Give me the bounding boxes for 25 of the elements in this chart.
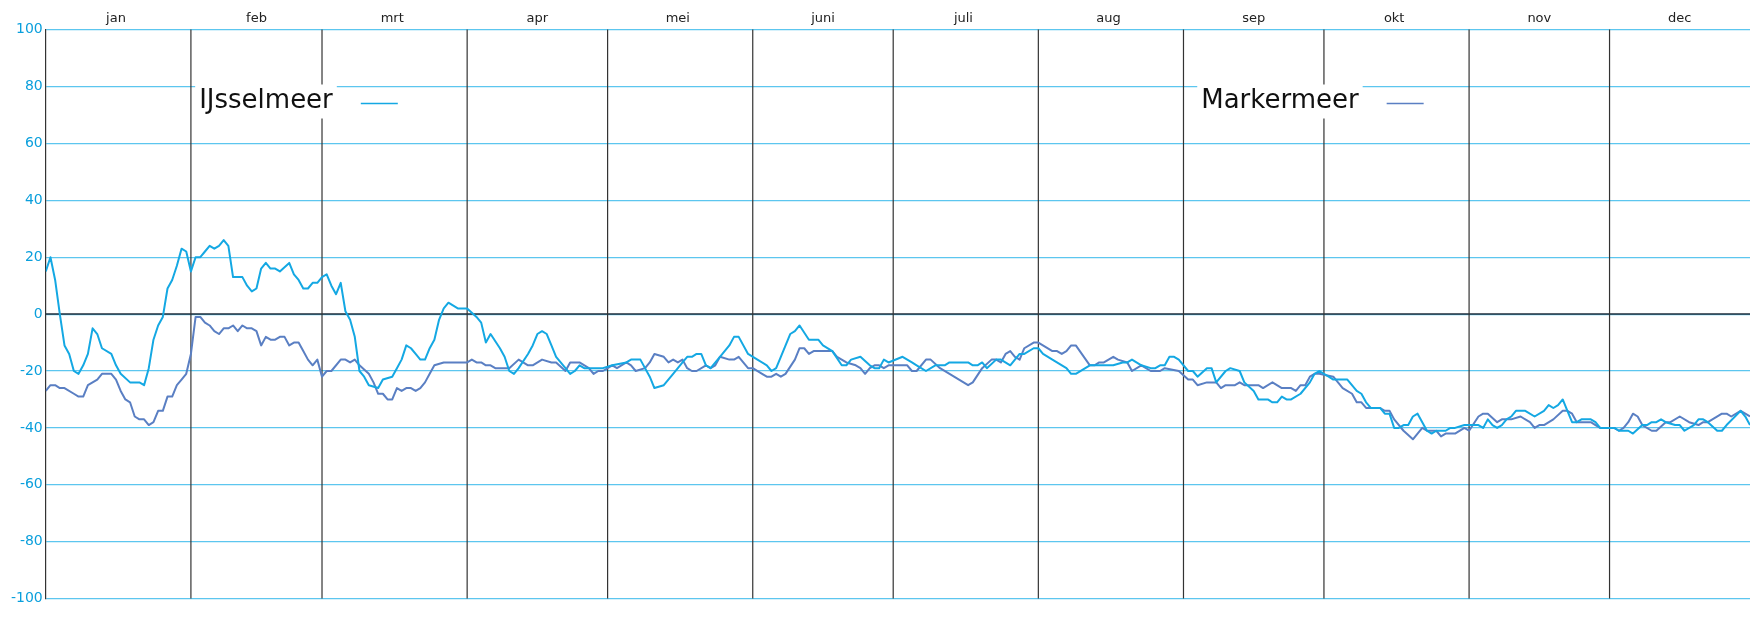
x-tick-label: juni bbox=[810, 10, 835, 26]
x-tick-label: jan bbox=[105, 10, 126, 26]
y-tick-label: -40 bbox=[19, 418, 43, 435]
x-tick-label: juli bbox=[952, 10, 973, 26]
y-tick-label: 40 bbox=[24, 190, 43, 207]
x-tick-label: apr bbox=[526, 10, 549, 26]
y-tick-label: 20 bbox=[24, 247, 43, 264]
y-tick-label: -80 bbox=[19, 532, 43, 549]
x-tick-label: nov bbox=[1527, 10, 1552, 26]
y-tick-label: 60 bbox=[24, 134, 43, 151]
x-tick-label: okt bbox=[1383, 10, 1405, 26]
y-tick-label: -20 bbox=[19, 361, 43, 378]
x-tick-label: sep bbox=[1242, 10, 1266, 26]
y-tick-label: -100 bbox=[10, 589, 43, 606]
legend-label: Markermeer bbox=[1201, 84, 1359, 115]
x-tick-label: mei bbox=[665, 10, 690, 26]
legend-label: IJsselmeer bbox=[199, 84, 334, 115]
y-tick-label: 80 bbox=[24, 77, 43, 94]
x-tick-label: aug bbox=[1096, 10, 1121, 26]
y-tick-label: 0 bbox=[33, 304, 43, 321]
x-tick-label: dec bbox=[1668, 10, 1692, 26]
x-tick-label: feb bbox=[246, 10, 267, 26]
y-tick-label: -60 bbox=[19, 475, 43, 492]
x-tick-label: mrt bbox=[380, 10, 404, 26]
y-tick-label: 100 bbox=[16, 20, 43, 37]
